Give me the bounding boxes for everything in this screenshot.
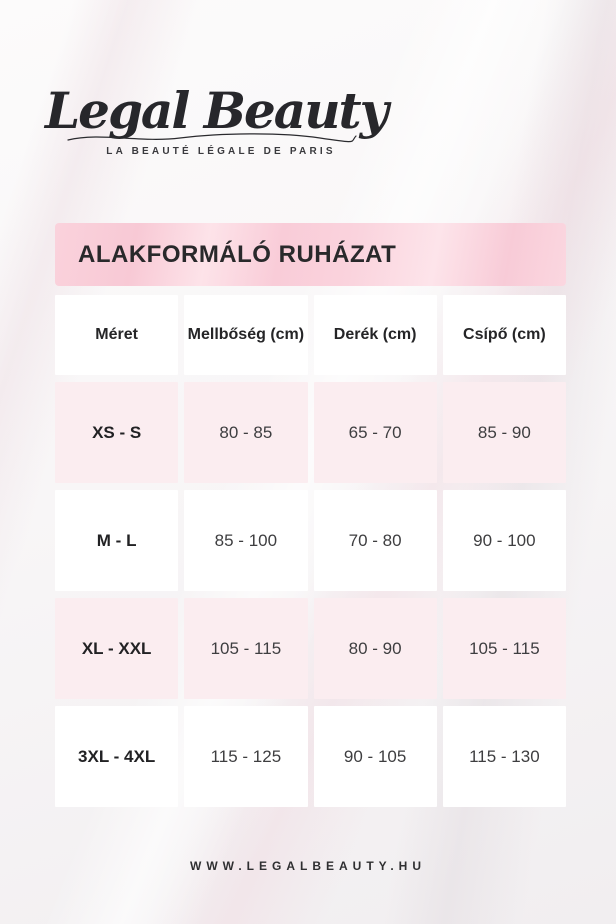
table-cell-bust: 85 - 100 xyxy=(184,490,308,591)
brand-tagline: LA BEAUTÉ LÉGALE DE PARIS xyxy=(106,146,336,157)
footer: WWW.LEGALBEAUTY.HU xyxy=(0,857,616,875)
table-cell-size: XS - S xyxy=(55,382,179,483)
table-cell-size: XL - XXL xyxy=(55,598,179,699)
column-header-hip: Csípő (cm) xyxy=(442,295,566,375)
brand-logo: Legal Beauty LA BEAUTÉ LÉGALE DE PARIS xyxy=(45,81,389,158)
table-cell-bust: 105 - 115 xyxy=(184,598,308,699)
table-cell-bust: 115 - 125 xyxy=(184,706,308,807)
table-cell-hip: 90 - 100 xyxy=(442,490,566,591)
table-cell-waist: 90 - 105 xyxy=(313,706,437,807)
table-cell-bust: 80 - 85 xyxy=(184,382,308,483)
table-cell-hip: 85 - 90 xyxy=(442,382,566,483)
table-cell-hip: 105 - 115 xyxy=(442,598,566,699)
logo-flourish-icon xyxy=(67,133,357,143)
table-cell-waist: 80 - 90 xyxy=(313,598,437,699)
column-header-waist: Derék (cm) xyxy=(313,295,437,375)
table-cell-size: M - L xyxy=(55,490,179,591)
column-header-size: Méret xyxy=(55,295,179,375)
brand-logo-text: Legal Beauty xyxy=(45,81,389,140)
table-cell-waist: 65 - 70 xyxy=(313,382,437,483)
table-cell-waist: 70 - 80 xyxy=(313,490,437,591)
column-header-bust: Mellbőség (cm) xyxy=(184,295,308,375)
section-title: ALAKFORMÁLÓ RUHÁZAT xyxy=(78,240,397,268)
size-table: Méret Mellbőség (cm) Derék (cm) Csípő (c… xyxy=(55,295,566,807)
table-cell-hip: 115 - 130 xyxy=(442,706,566,807)
table-cell-size: 3XL - 4XL xyxy=(55,706,179,807)
section-banner: ALAKFORMÁLÓ RUHÁZAT xyxy=(55,223,566,286)
website-url: WWW.LEGALBEAUTY.HU xyxy=(190,859,426,873)
